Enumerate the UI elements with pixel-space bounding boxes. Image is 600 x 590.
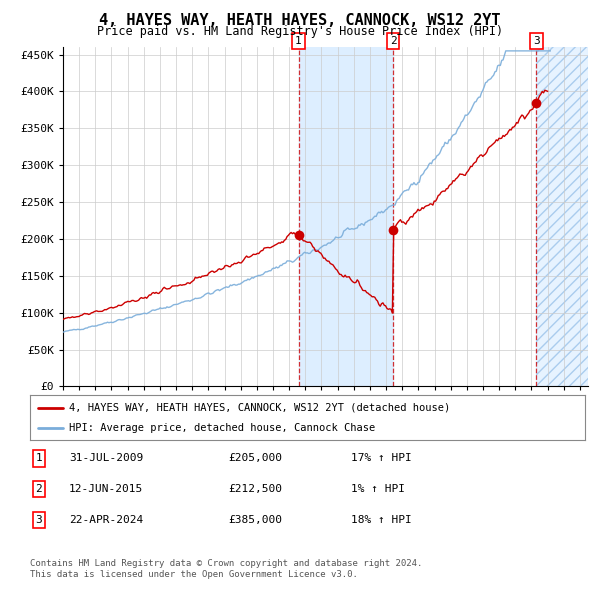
Text: 1: 1 xyxy=(295,36,302,46)
Text: 17% ↑ HPI: 17% ↑ HPI xyxy=(351,454,412,463)
Text: Price paid vs. HM Land Registry's House Price Index (HPI): Price paid vs. HM Land Registry's House … xyxy=(97,25,503,38)
Text: 2: 2 xyxy=(35,484,43,494)
Text: 31-JUL-2009: 31-JUL-2009 xyxy=(69,454,143,463)
Bar xyxy=(536,47,588,386)
Text: 18% ↑ HPI: 18% ↑ HPI xyxy=(351,515,412,525)
Text: 4, HAYES WAY, HEATH HAYES, CANNOCK, WS12 2YT (detached house): 4, HAYES WAY, HEATH HAYES, CANNOCK, WS12… xyxy=(69,403,450,412)
Text: 22-APR-2024: 22-APR-2024 xyxy=(69,515,143,525)
Text: £385,000: £385,000 xyxy=(228,515,282,525)
Text: £212,500: £212,500 xyxy=(228,484,282,494)
Text: £205,000: £205,000 xyxy=(228,454,282,463)
Text: Contains HM Land Registry data © Crown copyright and database right 2024.
This d: Contains HM Land Registry data © Crown c… xyxy=(30,559,422,579)
Bar xyxy=(299,47,393,386)
Text: 3: 3 xyxy=(533,36,540,46)
Bar xyxy=(536,47,588,386)
Text: 1% ↑ HPI: 1% ↑ HPI xyxy=(351,484,405,494)
Text: 2: 2 xyxy=(390,36,397,46)
Text: 1: 1 xyxy=(35,454,43,463)
Text: 12-JUN-2015: 12-JUN-2015 xyxy=(69,484,143,494)
Text: 3: 3 xyxy=(35,515,43,525)
Text: 4, HAYES WAY, HEATH HAYES, CANNOCK, WS12 2YT: 4, HAYES WAY, HEATH HAYES, CANNOCK, WS12… xyxy=(99,13,501,28)
Text: HPI: Average price, detached house, Cannock Chase: HPI: Average price, detached house, Cann… xyxy=(69,424,375,434)
